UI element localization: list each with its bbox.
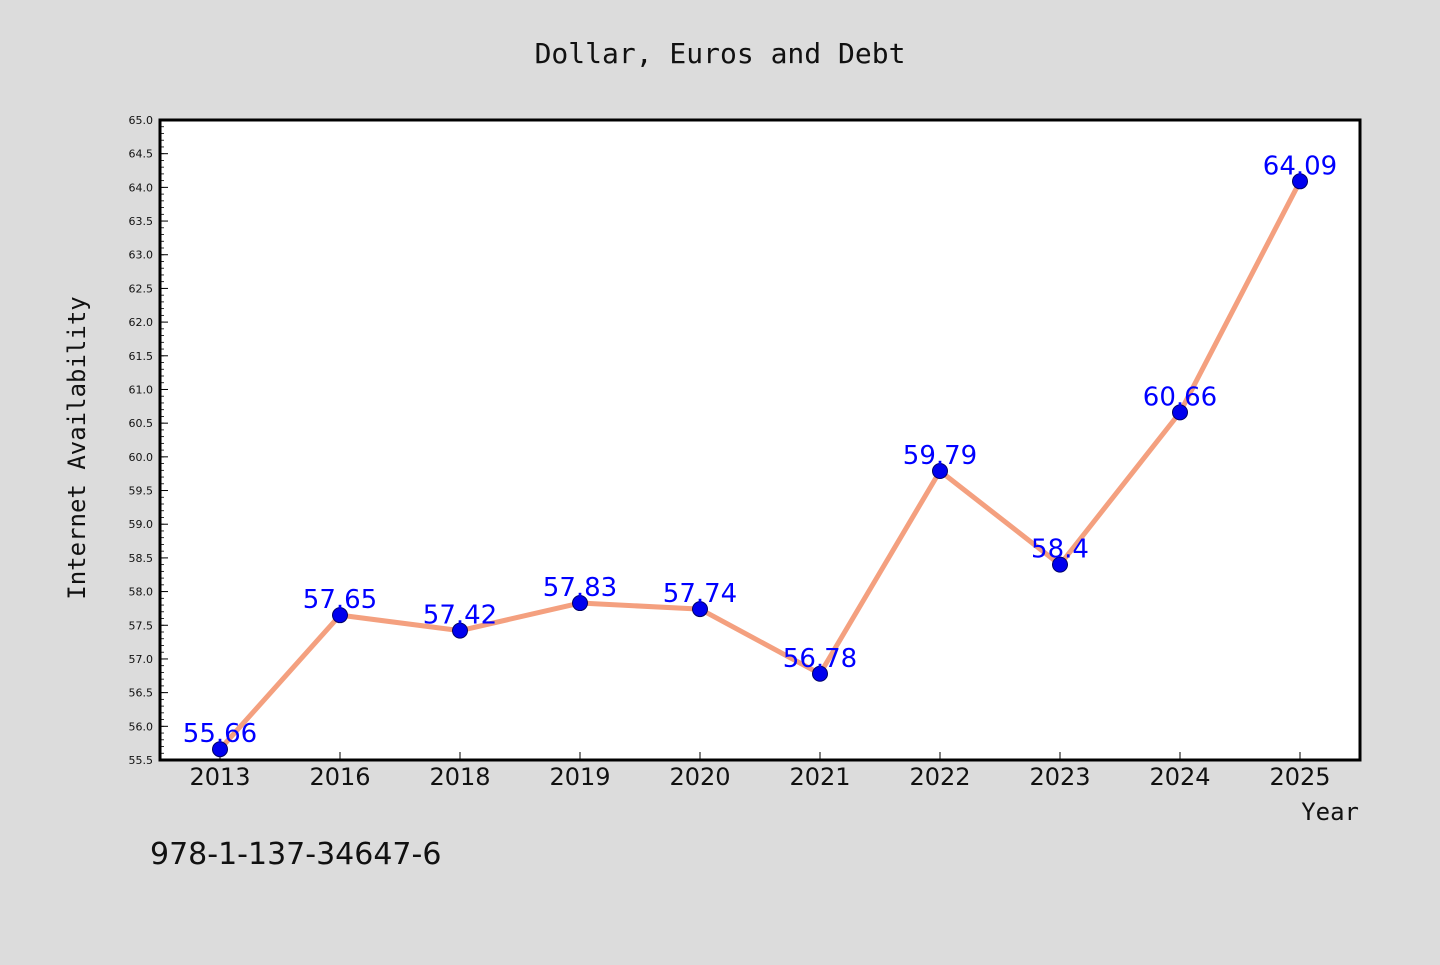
x-tick-label: 2018 xyxy=(429,763,490,791)
data-label: 58.4 xyxy=(1031,535,1089,565)
x-tick-label: 2022 xyxy=(909,763,970,791)
data-point xyxy=(452,622,468,639)
data-point xyxy=(1052,556,1068,573)
y-tick-label: 61.0 xyxy=(129,383,154,396)
x-axis-label: Year xyxy=(1301,798,1359,826)
x-tick-label: 2025 xyxy=(1269,763,1330,791)
data-label: 64.09 xyxy=(1263,151,1337,181)
y-tick-label: 58.5 xyxy=(129,552,154,565)
x-tick-label: 2019 xyxy=(549,763,610,791)
data-point xyxy=(332,607,348,624)
y-tick-label: 62.0 xyxy=(129,316,154,329)
data-label: 59.79 xyxy=(903,441,977,471)
x-axis-ticks: 2013 2016 2018 2019 2020 2021 2022 2023 2024 2025 xyxy=(189,752,1331,791)
x-tick-label: 2013 xyxy=(189,763,250,791)
x-tick-label: 2024 xyxy=(1149,763,1210,791)
x-tick-label: 2023 xyxy=(1029,763,1090,791)
data-point xyxy=(212,741,228,758)
y-tick-label: 60.0 xyxy=(129,451,154,464)
data-point xyxy=(692,601,708,618)
y-tick-label: 61.5 xyxy=(129,350,154,363)
x-tick-label: 2020 xyxy=(669,763,730,791)
y-tick-label: 63.5 xyxy=(129,215,154,228)
data-point xyxy=(932,462,948,479)
data-label: 56.78 xyxy=(783,644,857,674)
y-tick-label: 59.5 xyxy=(129,485,154,498)
data-point xyxy=(1172,404,1188,421)
y-tick-label: 56.0 xyxy=(129,720,154,733)
y-tick-label: 57.0 xyxy=(129,653,154,666)
y-tick-label: 64.0 xyxy=(129,181,154,194)
y-tick-label: 65.0 xyxy=(129,114,154,127)
data-label: 57.42 xyxy=(423,601,497,631)
y-tick-label: 62.5 xyxy=(129,282,154,295)
y-tick-label: 58.0 xyxy=(129,586,154,599)
x-tick-label: 2016 xyxy=(309,763,370,791)
data-label: 57.83 xyxy=(543,573,617,603)
y-tick-label: 63.0 xyxy=(129,249,154,262)
data-point xyxy=(572,595,588,612)
data-points xyxy=(212,173,1308,758)
y-axis-label: Internet Availability xyxy=(63,296,91,599)
data-labels: 55.66 57.65 57.42 57.83 57.74 56.78 59.79 58.4 6… xyxy=(183,151,1337,749)
data-point xyxy=(1292,173,1308,190)
data-label: 57.65 xyxy=(303,585,377,615)
chart-title: Dollar, Euros and Debt xyxy=(535,37,906,70)
plot-frame xyxy=(158,118,1362,762)
data-label: 55.66 xyxy=(183,719,257,749)
isbn-annotation: 978-1-137-34647-6 xyxy=(150,837,441,872)
y-tick-label: 64.5 xyxy=(129,148,154,161)
y-tick-label: 56.5 xyxy=(129,687,154,700)
data-point xyxy=(812,665,828,682)
y-tick-label: 57.5 xyxy=(129,619,154,632)
x-tick-label: 2021 xyxy=(789,763,850,791)
data-label: 60.66 xyxy=(1143,382,1217,412)
y-axis-ticks: 55.5 56.0 56.5 57.0 57.5 58.0 58.5 59.0 59.5 60.0… xyxy=(129,114,168,767)
series-line xyxy=(217,178,1303,752)
y-tick-label: 55.5 xyxy=(129,754,154,767)
y-tick-label: 60.5 xyxy=(129,417,154,430)
y-tick-label: 59.0 xyxy=(129,518,154,531)
plot-area xyxy=(160,120,1360,760)
data-label: 57.74 xyxy=(663,579,737,609)
